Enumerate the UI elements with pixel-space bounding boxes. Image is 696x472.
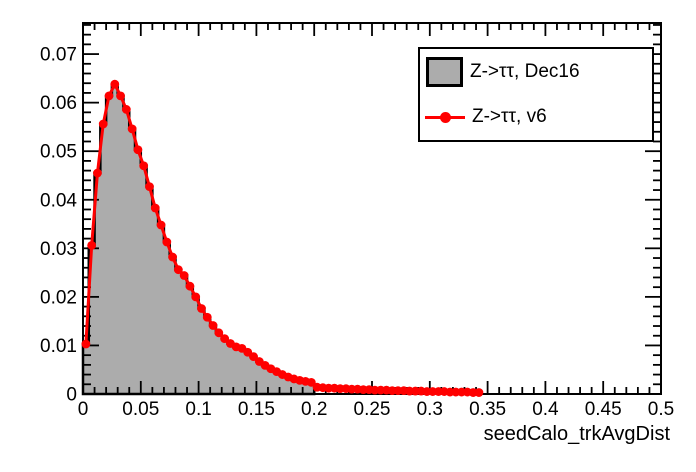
legend-item-v6: Z->ττ, v6 [420,97,652,137]
y-tick-label: 0 [66,385,77,406]
data-marker [98,119,108,129]
data-marker [139,161,149,171]
data-marker [173,265,183,275]
data-marker [87,241,97,250]
data-marker [474,388,484,397]
legend-marker-line-icon [425,111,465,123]
x-tick-label: 0.5 [648,399,674,420]
x-tick-label: 0.3 [417,399,443,420]
y-tick-label: 0.05 [40,142,77,163]
x-tick-label: 0.25 [354,399,391,420]
data-marker [168,252,177,262]
x-axis-tick-labels: 0 0.05 0.1 0.15 0.2 0.25 0.3 0.35 0.4 0.45 0.5 [78,399,675,420]
y-tick-label: 0.03 [40,239,77,260]
data-marker [185,281,195,291]
data-marker [81,339,91,349]
data-marker [214,328,224,338]
x-tick-label: 0.15 [238,399,275,420]
y-tick-label: 0.07 [40,45,77,66]
legend-item-dec16: Z->ττ, Dec16 [420,52,652,92]
data-marker [104,91,114,101]
series-markers-v6 [81,79,484,397]
plot-frame [82,22,662,395]
legend: Z->ττ, Dec16 Z->ττ, v6 [418,47,654,142]
y-tick-label: 0.01 [40,336,77,357]
data-marker [220,334,230,344]
x-tick-label: 0.4 [532,399,559,420]
legend-swatch-filled-histogram [426,56,463,87]
data-marker [191,292,201,302]
y-axis-tick-labels: 0 0.01 0.02 0.03 0.04 0.05 0.06 0.07 [40,45,77,406]
data-marker [202,312,212,322]
data-marker [110,79,120,89]
data-marker [156,220,166,230]
data-marker [121,105,131,114]
x-axis-title: seedCalo_trkAvgDist [483,423,670,445]
histogram-area-dec16 [81,82,316,396]
y-tick-label: 0.02 [40,287,77,308]
y-tick-label: 0.06 [40,93,77,114]
data-marker [150,203,160,213]
data-marker [162,237,172,247]
data-marker [116,91,125,101]
x-tick-label: 0.35 [469,399,506,420]
legend-label-v6: Z->ττ, v6 [472,106,547,128]
data-marker [208,321,218,330]
y-tick-label: 0.04 [40,190,77,211]
x-tick-label: 0.05 [122,399,159,420]
x-tick-label: 0.1 [185,399,211,420]
x-tick-label: 0.45 [585,399,622,420]
data-marker [145,182,154,192]
data-marker [93,168,102,178]
data-marker [133,145,143,155]
data-marker [249,352,258,362]
data-marker [127,124,137,134]
data-marker [197,304,206,313]
x-tick-label: 0 [78,399,89,420]
legend-label-dec16: Z->ττ, Dec16 [470,60,580,82]
data-marker [306,377,316,387]
legend-red-marker-icon [439,111,451,123]
data-marker [179,271,189,280]
x-tick-label: 0.2 [301,399,327,420]
